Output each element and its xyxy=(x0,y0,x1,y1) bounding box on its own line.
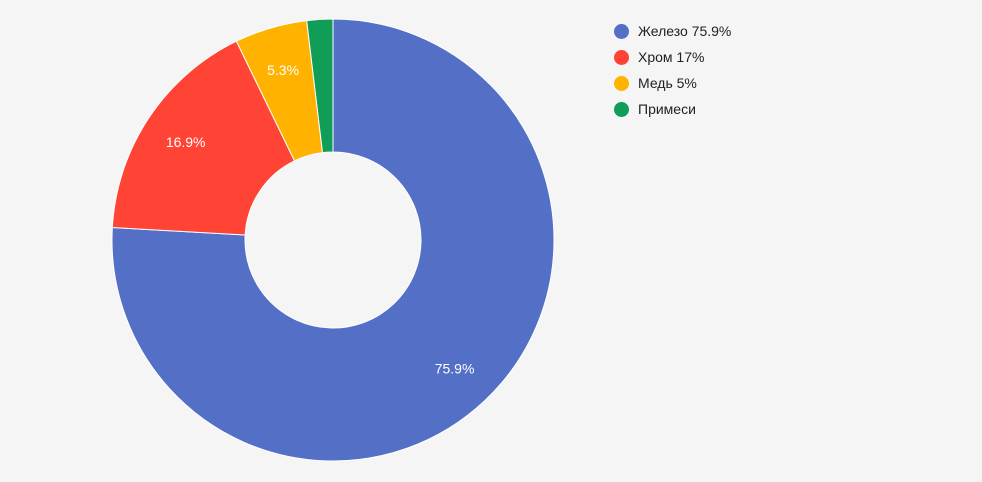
legend-item-chromium[interactable]: Хром 17% xyxy=(614,44,731,70)
slice-chromium[interactable] xyxy=(111,40,296,236)
slice-impurities[interactable] xyxy=(306,18,334,154)
legend-item-copper[interactable]: Медь 5% xyxy=(614,70,731,96)
legend-label-chromium: Хром 17% xyxy=(638,49,705,65)
legend-dot-impurities xyxy=(614,101,629,117)
slice-label-copper: 5.3% xyxy=(267,62,299,78)
legend-item-iron[interactable]: Железо 75.9% xyxy=(614,18,731,44)
legend-label-copper: Медь 5% xyxy=(638,75,697,91)
donut-slices xyxy=(111,18,555,462)
slice-label-chromium: 16.9% xyxy=(166,134,206,150)
legend-label-iron: Железо 75.9% xyxy=(638,23,732,39)
slice-label-iron: 75.9% xyxy=(435,361,475,377)
legend-dot-copper xyxy=(614,75,629,91)
slice-labels: 75.9% 16.9% 5.3% xyxy=(166,62,475,376)
legend-item-impurities[interactable]: Примеси xyxy=(614,96,731,122)
legend-dot-iron xyxy=(614,23,629,39)
slice-iron[interactable] xyxy=(111,18,555,462)
legend-dot-chromium xyxy=(614,49,629,65)
legend-label-impurities: Примеси xyxy=(638,101,696,117)
chart-legend: Железо 75.9% Хром 17% Медь 5% Примеси xyxy=(614,18,731,122)
